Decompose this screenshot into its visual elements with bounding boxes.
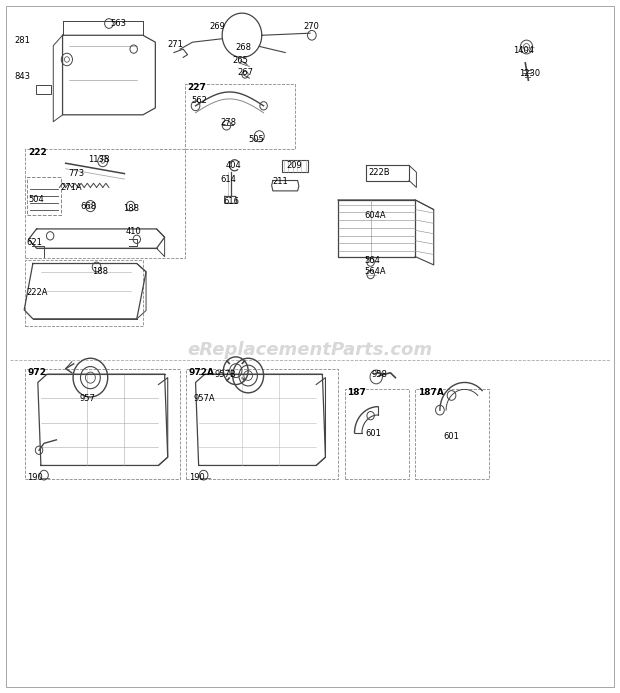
Text: 843: 843 bbox=[14, 72, 30, 81]
Text: 268: 268 bbox=[236, 42, 252, 51]
Text: 222: 222 bbox=[28, 148, 46, 157]
Text: 616: 616 bbox=[223, 197, 239, 206]
Text: 113B: 113B bbox=[89, 155, 110, 164]
Text: 187A: 187A bbox=[418, 388, 443, 397]
Text: 505: 505 bbox=[248, 134, 264, 143]
Bar bbox=[282, 160, 308, 173]
Text: 562: 562 bbox=[191, 96, 207, 105]
Text: 271: 271 bbox=[168, 40, 184, 49]
Text: 227: 227 bbox=[187, 82, 206, 91]
Text: 187: 187 bbox=[347, 388, 366, 397]
Text: 281: 281 bbox=[14, 35, 30, 44]
Text: 668: 668 bbox=[80, 202, 96, 211]
Text: 410: 410 bbox=[126, 227, 141, 236]
Text: 269: 269 bbox=[210, 21, 226, 30]
Text: 957A: 957A bbox=[193, 394, 215, 403]
Text: 601: 601 bbox=[366, 429, 381, 438]
Text: 958: 958 bbox=[372, 369, 388, 378]
Text: 504: 504 bbox=[28, 195, 43, 204]
Bar bbox=[36, 85, 51, 94]
Text: 773: 773 bbox=[69, 169, 85, 178]
Text: 271A: 271A bbox=[61, 183, 82, 192]
Text: 564A: 564A bbox=[365, 267, 386, 277]
Text: 278: 278 bbox=[220, 118, 236, 127]
Text: 621: 621 bbox=[27, 238, 43, 247]
Text: 270: 270 bbox=[304, 21, 320, 30]
Text: 1230: 1230 bbox=[519, 69, 540, 78]
Text: 404: 404 bbox=[225, 161, 241, 170]
Text: 601: 601 bbox=[443, 432, 459, 441]
Text: 190: 190 bbox=[27, 473, 42, 482]
Text: 604A: 604A bbox=[365, 211, 386, 220]
Text: 211: 211 bbox=[273, 177, 289, 186]
Text: 267: 267 bbox=[237, 68, 254, 77]
Text: 1404: 1404 bbox=[513, 46, 534, 55]
Text: 190: 190 bbox=[189, 473, 205, 482]
Text: 957B: 957B bbox=[214, 369, 236, 378]
Text: 972A: 972A bbox=[188, 368, 215, 377]
Text: 957: 957 bbox=[80, 394, 95, 403]
Text: 209: 209 bbox=[286, 161, 302, 170]
Text: 972: 972 bbox=[28, 368, 47, 377]
Text: 222A: 222A bbox=[27, 288, 48, 297]
Text: 564: 564 bbox=[365, 256, 380, 265]
Text: 563: 563 bbox=[111, 19, 127, 28]
Text: 614: 614 bbox=[220, 175, 236, 184]
Text: 188: 188 bbox=[92, 267, 108, 277]
Text: eReplacementParts.com: eReplacementParts.com bbox=[187, 341, 433, 359]
Text: 222B: 222B bbox=[369, 168, 391, 177]
Text: 265: 265 bbox=[232, 56, 249, 65]
Text: 188: 188 bbox=[123, 204, 139, 213]
